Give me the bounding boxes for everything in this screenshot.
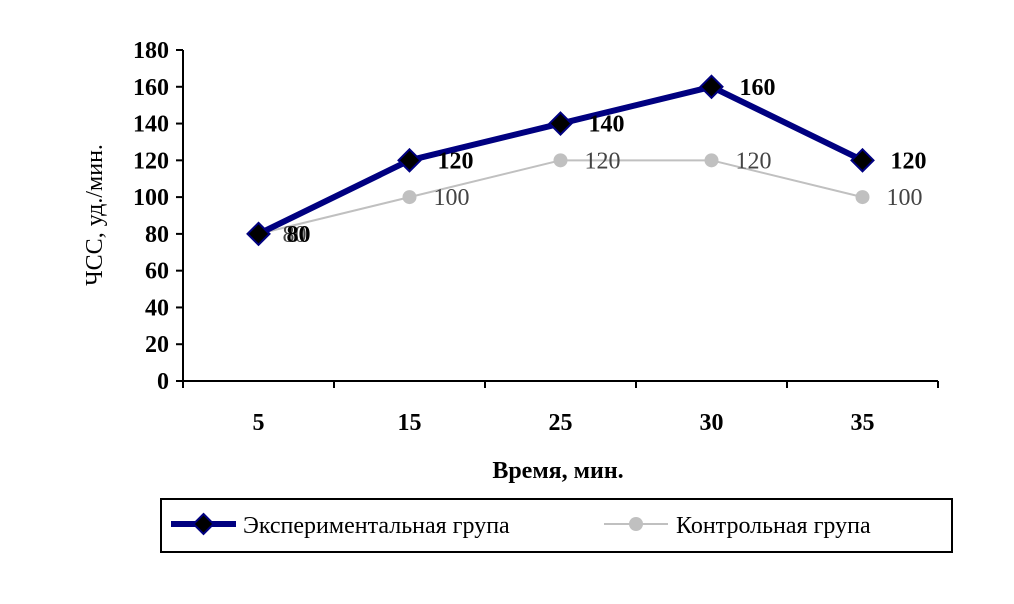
experimental-data-label: 140: [589, 112, 625, 138]
control-point: [402, 190, 417, 205]
y-tick-label: 40: [145, 295, 169, 321]
experimental-data-label: 160: [740, 75, 776, 101]
control-data-label: 120: [585, 148, 621, 174]
experimental-point: [246, 221, 271, 247]
y-tick-label: 0: [157, 369, 169, 395]
series-layer: [246, 74, 875, 247]
control-data-label: 120: [736, 148, 772, 174]
y-axis: 0 20 40 60 80 100 120 140 160 180: [133, 38, 184, 395]
x-tick-label: 30: [700, 410, 724, 436]
data-labels: 80 100 120 120 100 80 120 140 160 120: [283, 75, 927, 248]
control-point: [704, 153, 719, 168]
control-point: [553, 153, 568, 168]
y-tick-label: 140: [133, 112, 169, 138]
experimental-point: [397, 147, 422, 173]
y-tick-label: 100: [133, 185, 169, 211]
x-tick-label: 5: [253, 410, 265, 436]
y-tick-label: 20: [145, 332, 169, 358]
y-tick-label: 60: [145, 259, 169, 285]
legend-marker-experimental: [192, 512, 215, 536]
x-tick-label: 35: [851, 410, 875, 436]
x-tick-label: 15: [398, 410, 422, 436]
y-tick-label: 120: [133, 148, 169, 174]
experimental-data-label: 80: [287, 222, 311, 248]
control-data-label: 100: [887, 185, 923, 211]
y-axis-title: ЧСС, уд./мин.: [82, 144, 108, 286]
legend: Экспериментальная група Контрольная груп…: [160, 498, 953, 553]
control-point: [855, 190, 870, 205]
control-data-label: 100: [434, 185, 470, 211]
experimental-point: [699, 74, 724, 100]
legend-marker-control: [629, 517, 643, 531]
y-tick-label: 80: [145, 222, 169, 248]
experimental-data-label: 120: [891, 148, 927, 174]
experimental-point: [548, 111, 573, 136]
y-tick-label: 180: [133, 38, 169, 64]
experimental-point: [850, 147, 875, 173]
legend-label-control: Контрольная група: [676, 513, 871, 539]
legend-label-experimental: Экспериментальная група: [243, 513, 510, 539]
control-data-label: 80: [283, 222, 307, 248]
x-axis-title: Время, мин.: [492, 458, 623, 484]
legend-box: [160, 498, 953, 553]
experimental-data-label: 120: [438, 148, 474, 174]
x-axis: 5 15 25 30 35: [182, 380, 939, 436]
x-tick-label: 25: [549, 410, 573, 436]
control-series-line: [258, 159, 863, 235]
y-tick-label: 160: [133, 75, 169, 101]
